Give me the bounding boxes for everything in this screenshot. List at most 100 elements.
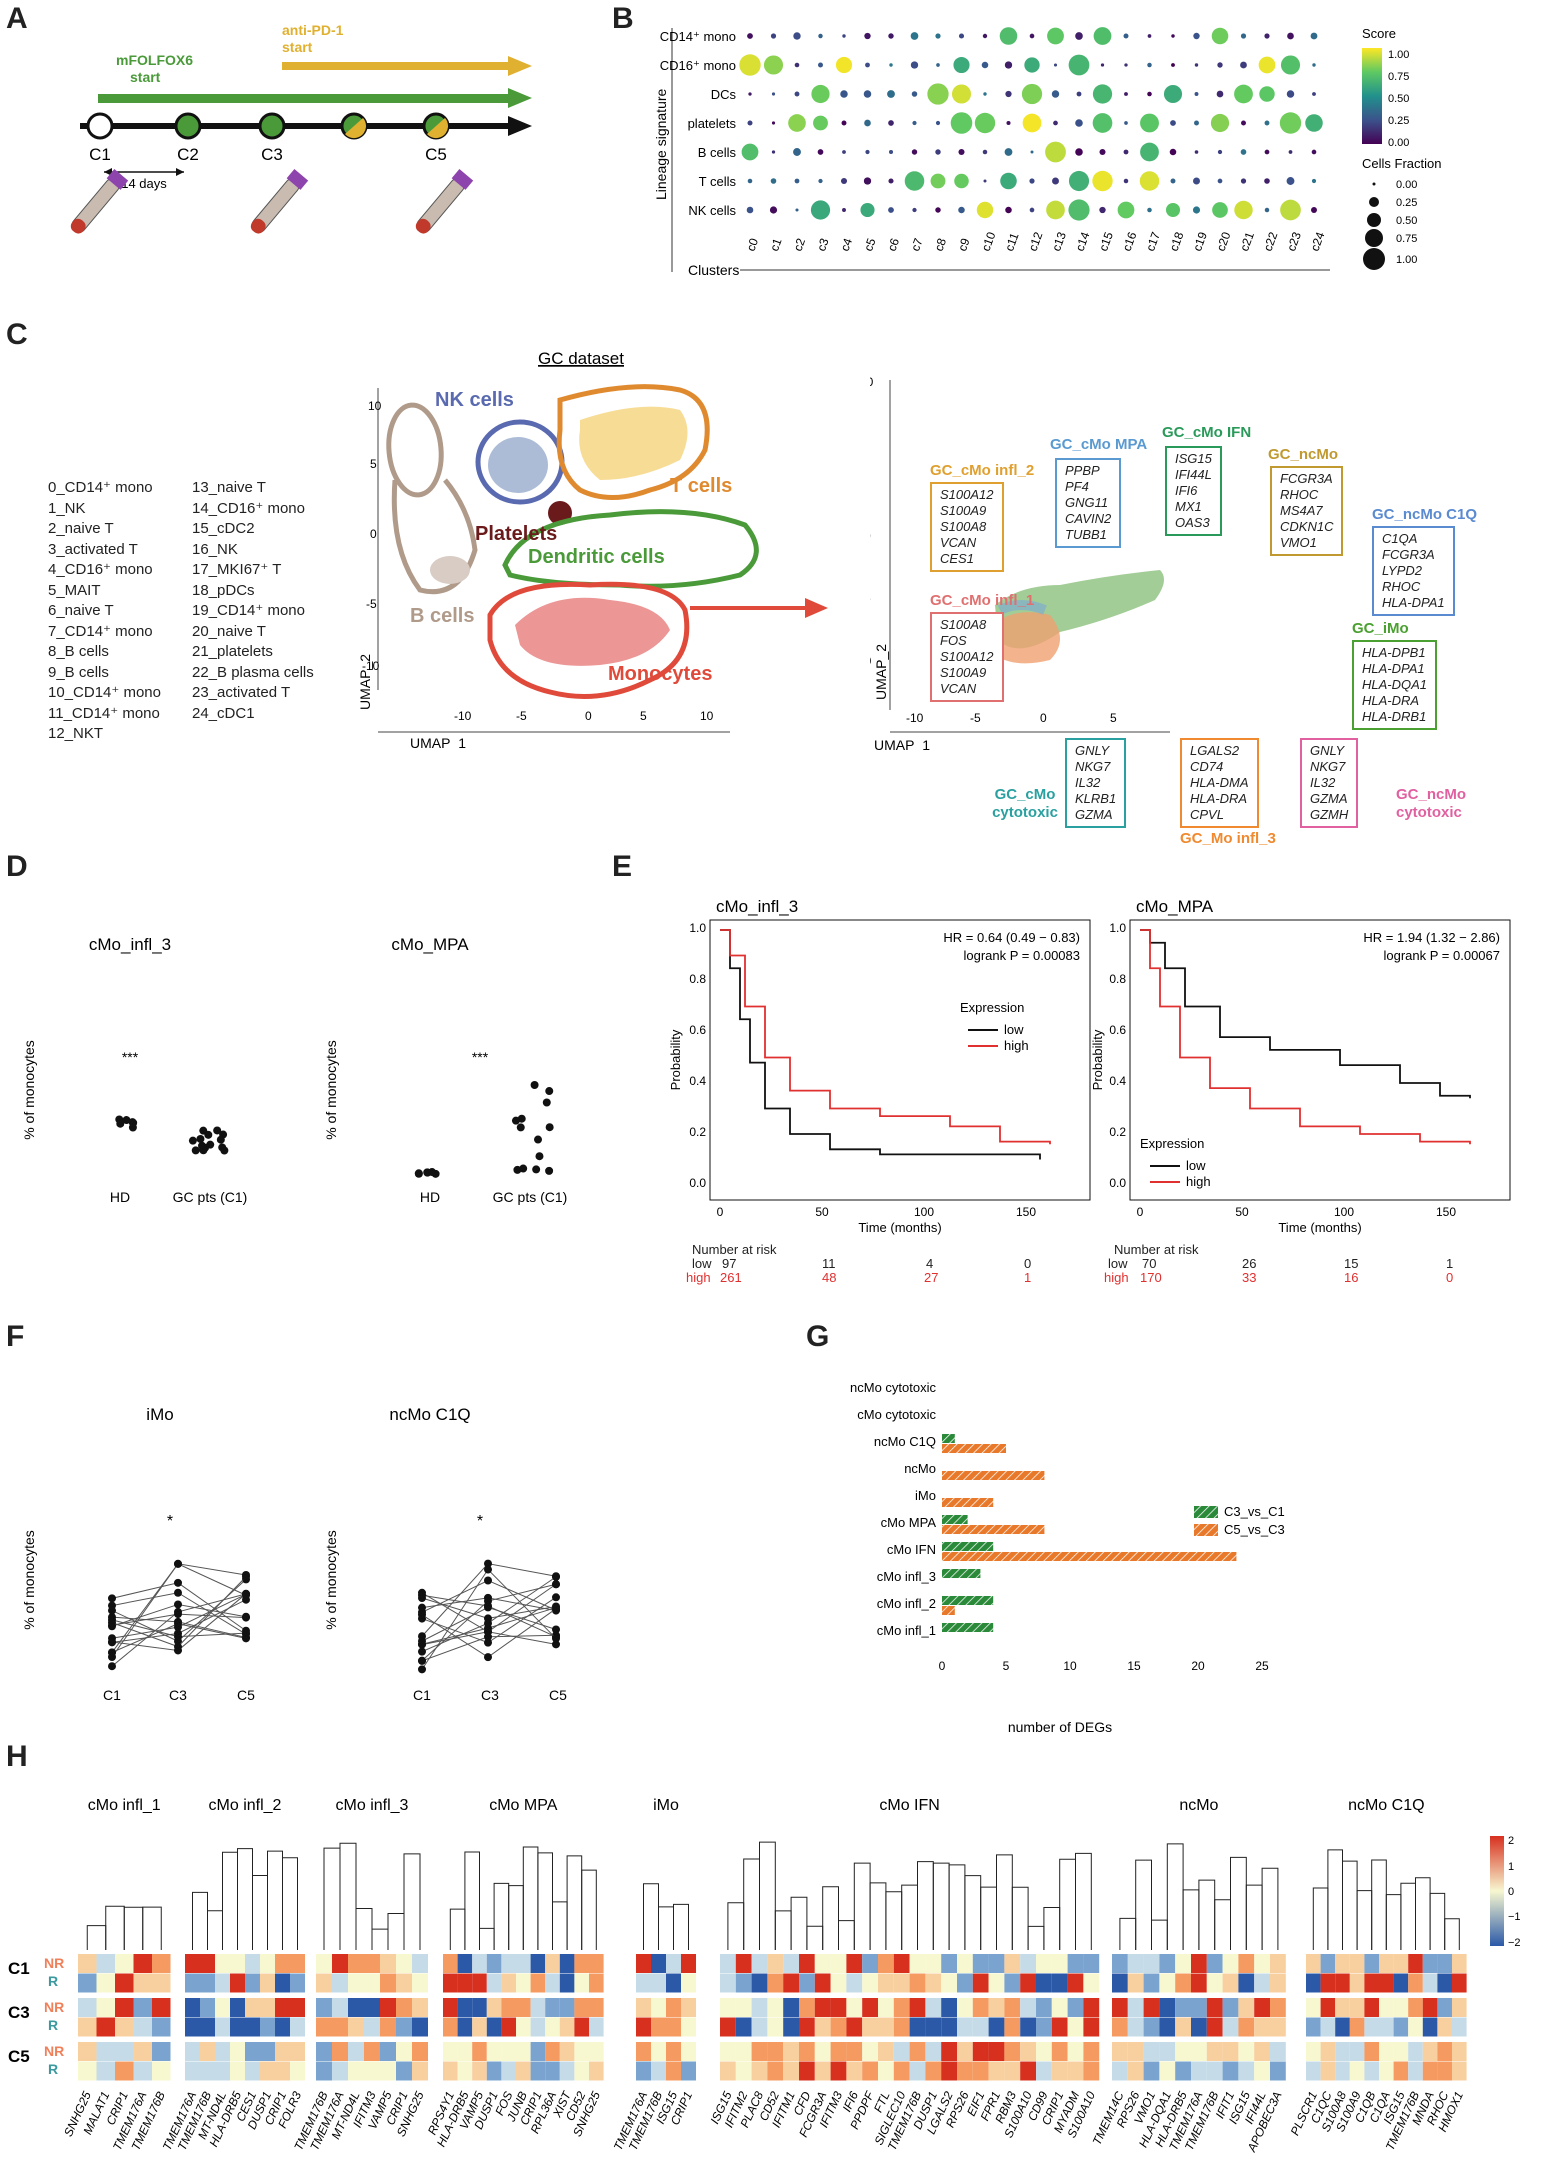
h-dendrogram	[1327, 1849, 1343, 1950]
b-dot	[1147, 91, 1152, 97]
h-dendrogram	[790, 1896, 808, 1950]
h-cell	[799, 2061, 815, 2081]
b-dot	[1310, 32, 1318, 40]
svg-text:10: 10	[368, 399, 382, 413]
box-title: GC_ncMo	[1268, 446, 1339, 463]
b-dot	[889, 63, 893, 67]
h-cell	[878, 2042, 894, 2061]
b-dot	[1212, 202, 1228, 218]
h-dendrogram	[853, 1862, 871, 1950]
b-dot	[1045, 141, 1066, 163]
h-cell	[332, 1954, 348, 1973]
tube-icon	[70, 169, 129, 234]
d-point	[116, 1119, 125, 1128]
h-dendrogram	[581, 1869, 597, 1950]
h-cell	[559, 2061, 575, 2081]
h-dendrogram	[980, 1886, 997, 1950]
h-cell	[1238, 2042, 1255, 2061]
h-cell	[830, 1954, 847, 1973]
h-cell	[115, 2042, 134, 2061]
b-col-label: c11	[1002, 231, 1022, 253]
b-col-label: c2	[791, 236, 809, 253]
h-cell	[185, 2061, 200, 2081]
b-dot	[1264, 207, 1270, 213]
h-cell	[957, 2017, 973, 2037]
g-category: cMo MPA	[881, 1515, 937, 1530]
h-cell	[972, 1973, 989, 1993]
h-dendrogram	[1385, 1894, 1402, 1950]
svg-text:GC pts (C1): GC pts (C1)	[173, 1189, 248, 1205]
h-group-title: cMo IFN	[879, 1797, 939, 1814]
h-cell	[1349, 2017, 1365, 2037]
h-cell	[636, 1998, 651, 2017]
h-cell	[380, 2017, 396, 2037]
risk-value: 11	[822, 1256, 836, 1271]
h-cell	[972, 1998, 989, 2017]
b-dot	[888, 33, 894, 39]
b-dot	[747, 120, 753, 126]
h-dendrogram	[1119, 1917, 1137, 1950]
h-cell	[666, 2017, 681, 2037]
h-cell	[1408, 2061, 1423, 2081]
h-cell	[348, 1954, 364, 1973]
h-dendrogram	[323, 1847, 341, 1950]
b-dot	[794, 91, 800, 97]
f-point	[174, 1588, 182, 1597]
h-cell	[1004, 2042, 1021, 2061]
h-cell	[751, 1973, 768, 1993]
h-cell	[1320, 2017, 1336, 2037]
e-logrank: logrank P = 0.00083	[964, 948, 1081, 963]
h-cell	[957, 1954, 973, 1973]
h-cell	[1270, 1954, 1286, 1973]
h-cell	[245, 1973, 260, 1993]
h-cell	[681, 2061, 696, 2081]
h-cell	[457, 1973, 473, 1993]
h-cell	[348, 2017, 364, 2037]
h-dendrogram	[917, 1861, 934, 1950]
h-cell	[412, 2061, 428, 2081]
b-dot	[863, 90, 872, 98]
h-cell	[767, 1998, 784, 2017]
h-cell	[1222, 1954, 1239, 1973]
b-dot	[1311, 178, 1317, 184]
h-cell	[396, 2042, 412, 2061]
b-dot	[1024, 57, 1040, 73]
h-dendrogram	[1371, 1859, 1387, 1950]
panel-label-h: H	[6, 1740, 28, 1773]
h-cell	[1083, 2061, 1100, 2081]
h-cell	[412, 1954, 428, 1973]
svg-text:iMo: iMo	[146, 1405, 173, 1424]
f-point	[174, 1610, 182, 1619]
f-point	[552, 1640, 560, 1649]
h-cell	[681, 1973, 696, 1993]
score-tick: 1.00	[1388, 49, 1409, 61]
h-dendrogram	[566, 1855, 583, 1950]
b-dot	[1099, 206, 1106, 214]
h-cell	[1159, 1954, 1176, 1973]
svg-text:Probability: Probability	[668, 1029, 683, 1090]
h-cell	[681, 1998, 696, 2017]
f-point	[108, 1648, 116, 1657]
svg-text:high: high	[1186, 1174, 1211, 1189]
cluster-list-left: 0_CD14⁺ mono 1_NK 2_naive T 3_activated T 4_…	[48, 479, 161, 742]
h-cell	[846, 1954, 863, 1973]
b-dot	[1000, 172, 1017, 190]
h-dendrogram	[1342, 1860, 1358, 1950]
b-dot	[1312, 92, 1316, 96]
h-cell	[396, 1973, 412, 1993]
b-dot	[1264, 33, 1270, 39]
b-dot	[974, 112, 996, 134]
h-cell	[681, 2017, 696, 2037]
b-ylabel: Lineage signature	[653, 88, 669, 200]
h-dendrogram	[964, 1875, 982, 1950]
svg-text:UMAP_1: UMAP_1	[874, 737, 930, 750]
tube-icon	[415, 169, 474, 234]
h-dendrogram	[1182, 1889, 1200, 1950]
b-dot	[1004, 61, 1013, 69]
g-xtick: 15	[1127, 1659, 1141, 1673]
svg-text:5: 5	[1110, 711, 1117, 725]
b-dot	[1287, 32, 1294, 40]
h-dendrogram	[1245, 1884, 1263, 1950]
b-dot	[1286, 177, 1295, 185]
h-cell	[275, 1954, 290, 1973]
